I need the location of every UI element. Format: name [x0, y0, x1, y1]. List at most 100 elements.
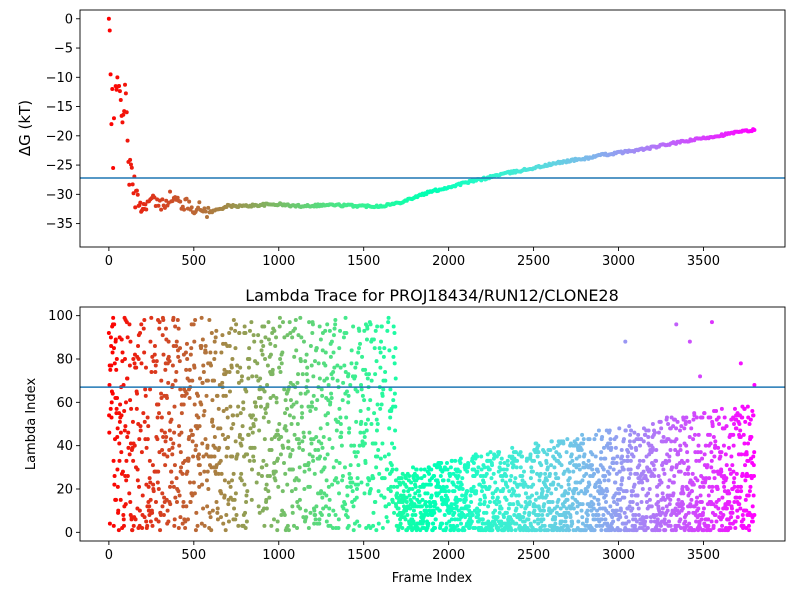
lambda-point	[614, 461, 619, 465]
lambda-point	[387, 426, 392, 431]
lambda-point	[295, 422, 300, 426]
lambda-point	[127, 322, 132, 327]
lambda-point	[388, 415, 393, 420]
lambda-point	[450, 506, 455, 511]
lambda-point	[108, 335, 113, 340]
lambda-point	[172, 523, 177, 528]
lambda-point	[295, 500, 300, 504]
lambda-point	[654, 458, 659, 463]
delta-g-point	[111, 116, 116, 121]
x-tick-label: 2000	[432, 548, 465, 563]
lambda-point	[170, 383, 175, 387]
lambda-point	[166, 354, 171, 359]
lambda-point	[257, 428, 262, 433]
lambda-point	[581, 437, 586, 442]
lambda-point	[326, 484, 331, 489]
lambda-point	[505, 458, 510, 463]
lambda-point	[599, 517, 604, 522]
lambda-point	[641, 458, 646, 463]
lambda-point	[212, 339, 217, 344]
lambda-point	[196, 415, 201, 420]
delta-g-point	[152, 195, 157, 200]
lambda-point	[446, 478, 451, 483]
lambda-point	[643, 432, 648, 437]
lambda-point	[373, 372, 378, 377]
lambda-point	[575, 480, 580, 485]
lambda-point	[327, 328, 332, 333]
lambda-point	[291, 523, 296, 528]
lambda-point	[656, 430, 661, 435]
lambda-point	[229, 365, 234, 370]
lambda-point	[553, 521, 558, 526]
lambda-point	[570, 521, 575, 526]
lambda-point	[161, 352, 166, 357]
lambda-point	[310, 404, 315, 409]
lambda-point	[133, 517, 138, 522]
lambda-point	[312, 471, 317, 476]
lambda-point	[533, 497, 538, 502]
lambda-point	[115, 435, 120, 439]
lambda-point	[225, 415, 230, 420]
lambda-point	[364, 428, 369, 433]
lambda-point	[624, 489, 629, 494]
lambda-point	[317, 517, 322, 522]
lambda-point	[667, 478, 672, 483]
lambda-point	[701, 506, 706, 511]
lambda-point	[465, 469, 470, 474]
lambda-point	[121, 383, 126, 387]
lambda-point	[699, 517, 704, 522]
lambda-point	[151, 359, 156, 364]
lambda-point	[279, 361, 284, 366]
lambda-point	[490, 495, 495, 500]
lambda-point	[629, 428, 634, 433]
lambda-point	[527, 500, 532, 504]
lambda-point	[188, 480, 193, 485]
lambda-point	[727, 500, 732, 504]
lambda-point	[184, 341, 189, 346]
lambda-point	[160, 333, 165, 338]
lambda-point	[335, 480, 340, 485]
lambda-point	[291, 402, 296, 407]
lambda-point	[191, 322, 196, 327]
lambda-point	[219, 350, 224, 355]
lambda-point	[703, 443, 708, 448]
lambda-point	[352, 443, 357, 448]
lambda-point	[343, 502, 348, 507]
delta-g-point	[131, 191, 136, 196]
lambda-point	[293, 318, 298, 322]
delta-g-point	[143, 202, 148, 207]
lambda-point	[311, 437, 316, 442]
lambda-point	[262, 324, 267, 329]
lambda-point	[581, 461, 586, 465]
lambda-point	[320, 445, 325, 450]
lambda-point	[678, 428, 683, 433]
lambda-point	[161, 318, 166, 322]
lambda-point	[108, 406, 113, 411]
delta-g-point	[114, 87, 119, 92]
lambda-point	[682, 426, 687, 431]
lambda-point	[316, 361, 321, 366]
lambda-point	[556, 476, 561, 481]
lambda-point	[716, 445, 721, 450]
lambda-point	[319, 489, 324, 494]
lambda-point	[745, 474, 750, 478]
lambda-point	[739, 452, 744, 457]
lambda-point	[439, 461, 444, 465]
delta-g-point	[134, 188, 139, 193]
lambda-point	[239, 374, 244, 379]
lambda-point	[383, 370, 388, 374]
delta-g-point	[162, 205, 167, 210]
lambda-point	[277, 365, 282, 370]
lambda-point	[351, 324, 356, 329]
lambda-point	[716, 497, 721, 502]
lambda-point	[362, 398, 367, 403]
lambda-point	[330, 376, 335, 381]
lambda-point	[608, 437, 613, 442]
lambda-point	[299, 335, 304, 340]
lambda-point	[422, 467, 427, 472]
lambda-point	[676, 452, 681, 457]
lambda-point	[564, 515, 569, 520]
lambda-point	[746, 523, 751, 528]
lambda-point	[623, 428, 628, 433]
lambda-point	[431, 521, 436, 526]
